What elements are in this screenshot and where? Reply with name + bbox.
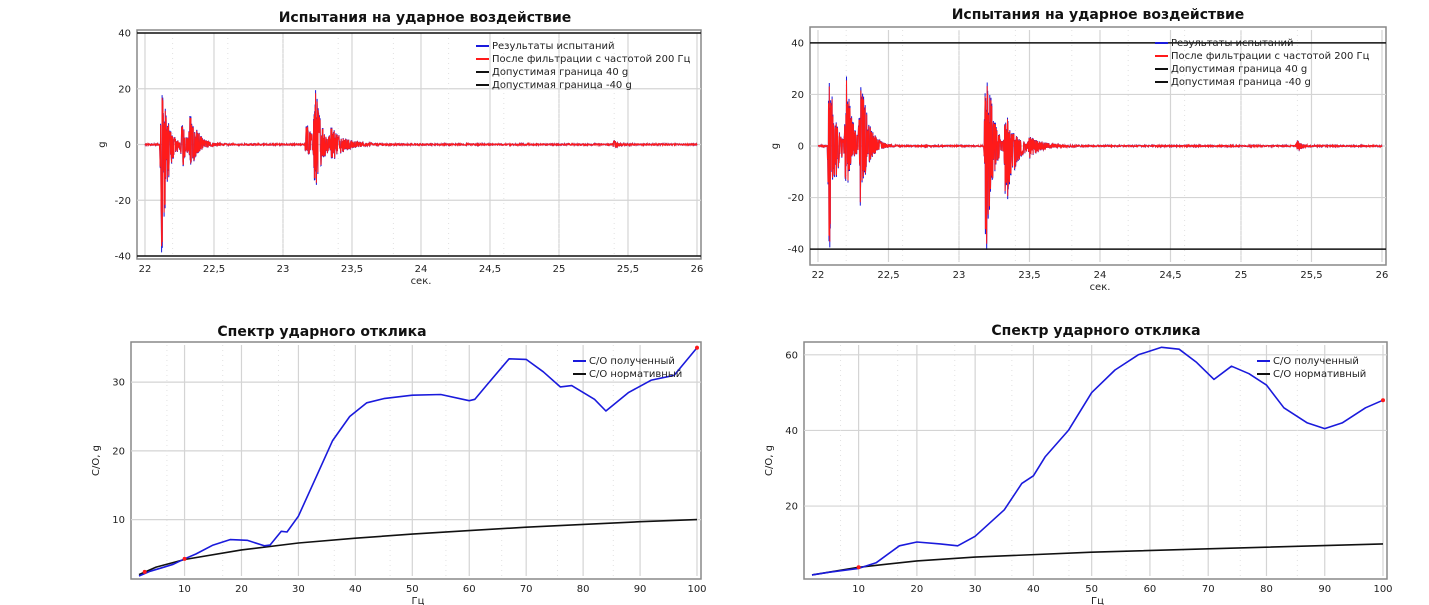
x-tick-label: 25 bbox=[553, 264, 566, 275]
x-tick-label: 24 bbox=[415, 264, 428, 275]
y-tick-label: 20 bbox=[785, 502, 798, 513]
y-tick-label: 40 bbox=[118, 29, 131, 40]
x-tick-label: 60 bbox=[1144, 584, 1157, 595]
y-axis-label: С/О, g bbox=[91, 445, 102, 476]
y-tick-label: 20 bbox=[791, 90, 804, 101]
x-tick-label: 10 bbox=[852, 584, 865, 595]
series-filtered-200hz bbox=[144, 93, 698, 247]
y-tick-label: -20 bbox=[788, 193, 804, 204]
plot-frame bbox=[130, 341, 702, 580]
red-marker-point bbox=[1381, 398, 1385, 403]
y-tick-label: 60 bbox=[785, 350, 798, 361]
x-tick-label: 22,5 bbox=[203, 264, 225, 275]
x-axis-label: сек. bbox=[411, 276, 432, 287]
chart-panel-1: Испытания на ударное воздействие 22 22,5 23… bbox=[97, 10, 703, 287]
legend-label: Допустимая граница -40 g bbox=[492, 80, 632, 91]
chart-title: Испытания на ударное воздействие bbox=[952, 7, 1245, 23]
y-tick-label: 0 bbox=[798, 142, 804, 153]
y-axis-label: С/О, g bbox=[764, 445, 775, 476]
series-srs-measured bbox=[811, 346, 1384, 576]
x-tick-label: 70 bbox=[520, 584, 533, 595]
y-tick-label: 40 bbox=[785, 426, 798, 437]
red-marker-point bbox=[856, 565, 861, 570]
y-tick-label: -40 bbox=[115, 252, 131, 263]
y-tick-label: 10 bbox=[112, 515, 125, 526]
x-tick-label: 23,5 bbox=[1018, 270, 1040, 281]
x-tick-label: 25,5 bbox=[617, 264, 639, 275]
series-srs-measured bbox=[138, 347, 698, 577]
x-axis-label: Гц bbox=[412, 596, 425, 605]
plot-frame bbox=[803, 341, 1388, 580]
legend-label: Результаты испытаний bbox=[1171, 38, 1293, 49]
x-tick-label: 10 bbox=[178, 584, 191, 595]
red-marker-point bbox=[182, 556, 187, 561]
x-tick-label: 20 bbox=[911, 584, 924, 595]
y-tick-label: 0 bbox=[125, 140, 131, 151]
x-tick-label: 26 bbox=[1376, 270, 1389, 281]
x-tick-label: 20 bbox=[235, 584, 248, 595]
series-filtered-200hz bbox=[817, 80, 1383, 244]
x-tick-label: 24,5 bbox=[1159, 270, 1181, 281]
x-axis-label: сек. bbox=[1090, 282, 1111, 293]
x-tick-label: 40 bbox=[349, 584, 362, 595]
x-tick-label: 22 bbox=[812, 270, 825, 281]
x-tick-label: 40 bbox=[1027, 584, 1040, 595]
x-tick-label: 23 bbox=[277, 264, 290, 275]
red-marker-point bbox=[695, 345, 699, 350]
legend-label: Допустимая граница 40 g bbox=[492, 67, 628, 78]
x-tick-label: 50 bbox=[406, 584, 419, 595]
red-marker-point bbox=[142, 569, 147, 574]
x-tick-label: 70 bbox=[1202, 584, 1215, 595]
y-tick-label: 30 bbox=[112, 378, 125, 389]
legend-label: Допустимая граница -40 g bbox=[1171, 77, 1311, 88]
legend-label: После фильтрации с частотой 200 Гц bbox=[1171, 51, 1370, 62]
x-axis-label: Гц bbox=[1091, 596, 1104, 605]
x-tick-label: 25,5 bbox=[1300, 270, 1322, 281]
x-tick-label: 100 bbox=[1373, 584, 1392, 595]
chart-title: Спектр ударного отклика bbox=[217, 324, 426, 340]
x-tick-label: 80 bbox=[1260, 584, 1273, 595]
x-tick-label: 23,5 bbox=[341, 264, 363, 275]
chart-panel-2: Испытания на ударное воздействие 22 22,5 23… bbox=[770, 7, 1388, 293]
y-tick-label: 20 bbox=[112, 446, 125, 457]
x-tick-label: 25 bbox=[1235, 270, 1248, 281]
x-tick-label: 60 bbox=[463, 584, 476, 595]
chart-panel-4: Спектр ударного отклика 10 20 30 40 50 60 70 80 9… bbox=[764, 323, 1393, 605]
x-tick-label: 100 bbox=[687, 584, 706, 595]
x-tick-label: 24,5 bbox=[479, 264, 501, 275]
x-tick-label: 90 bbox=[1318, 584, 1331, 595]
x-tick-label: 26 bbox=[691, 264, 704, 275]
y-tick-label: -20 bbox=[115, 196, 131, 207]
x-tick-label: 80 bbox=[577, 584, 590, 595]
legend-label: Допустимая граница 40 g bbox=[1171, 64, 1307, 75]
legend-label: С/О полученный bbox=[589, 356, 675, 367]
y-tick-label: 20 bbox=[118, 84, 131, 95]
chart-title: Испытания на ударное воздействие bbox=[279, 10, 572, 26]
x-tick-label: 50 bbox=[1085, 584, 1098, 595]
chart-panel-3: Спектр ударного отклика 10 20 30 40 50 60 70 80 9… bbox=[91, 324, 707, 605]
legend-label: С/О полученный bbox=[1273, 356, 1359, 367]
y-axis-label: g bbox=[770, 143, 781, 149]
y-tick-label: 40 bbox=[791, 38, 804, 49]
x-tick-label: 30 bbox=[969, 584, 982, 595]
x-tick-label: 23 bbox=[953, 270, 966, 281]
y-axis-label: g bbox=[97, 141, 108, 147]
x-tick-label: 24 bbox=[1094, 270, 1107, 281]
chart-title: Спектр ударного отклика bbox=[991, 323, 1200, 339]
x-tick-label: 90 bbox=[634, 584, 647, 595]
y-tick-label: -40 bbox=[788, 245, 804, 256]
legend-label: Результаты испытаний bbox=[492, 41, 614, 52]
legend-label: С/О нормативный bbox=[589, 369, 682, 380]
x-tick-label: 22 bbox=[139, 264, 152, 275]
x-tick-label: 22,5 bbox=[877, 270, 899, 281]
legend-label: После фильтрации с частотой 200 Гц bbox=[492, 54, 691, 65]
legend-label: С/О нормативный bbox=[1273, 369, 1366, 380]
x-tick-label: 30 bbox=[292, 584, 305, 595]
